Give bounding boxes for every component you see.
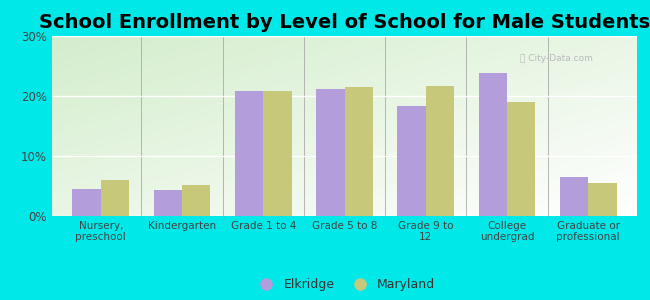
Bar: [182, 185, 211, 216]
Bar: [397, 106, 426, 216]
Bar: [588, 183, 617, 216]
Bar: [560, 177, 588, 216]
Bar: [263, 91, 292, 216]
Bar: [344, 87, 373, 216]
Bar: [153, 190, 182, 216]
Text: ⓘ City-Data.com: ⓘ City-Data.com: [520, 54, 593, 63]
Bar: [316, 89, 344, 216]
Bar: [235, 91, 263, 216]
Title: School Enrollment by Level of School for Male Students: School Enrollment by Level of School for…: [39, 13, 650, 32]
Bar: [507, 102, 536, 216]
Bar: [478, 73, 507, 216]
Bar: [426, 86, 454, 216]
Bar: [101, 180, 129, 216]
Legend: Elkridge, Maryland: Elkridge, Maryland: [249, 273, 440, 296]
Bar: [72, 189, 101, 216]
